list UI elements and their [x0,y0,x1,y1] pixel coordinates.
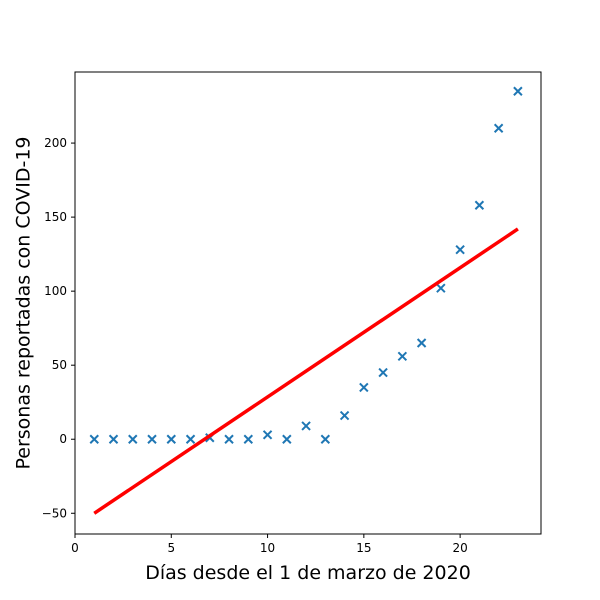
data-point [436,283,446,293]
y-tick-label: 200 [44,136,67,150]
x-tick-label: 20 [452,541,467,555]
data-point [493,123,504,133]
data-point [166,434,176,444]
data-point-stroke [436,283,446,293]
y-tick-label: 0 [59,432,67,446]
data-point-stroke [128,434,138,444]
data-point-stroke [108,434,119,444]
data-point [108,434,119,444]
data-point-stroke [339,410,350,421]
data-point [128,434,138,444]
data-point [262,430,273,440]
y-tick-label: 150 [44,210,67,224]
data-point [397,351,408,362]
x-tick-label: 15 [356,541,371,555]
data-point-stroke [359,382,369,393]
y-axis-title: Personas reportadas con COVID-19 [13,136,35,469]
data-point-stroke [474,200,485,210]
data-point [301,421,311,431]
x-tick-label: 5 [167,541,175,555]
plot-frame [74,71,542,535]
data-point-stroke [493,123,504,133]
data-layer [89,86,523,515]
data-point-stroke [301,421,311,431]
y-tick-label: −50 [42,506,67,520]
data-point-stroke [262,430,273,440]
data-point [455,244,465,255]
data-point-stroke [378,367,388,378]
axes-layer [74,71,542,535]
data-point-stroke [320,434,331,444]
data-point-stroke [416,338,427,348]
data-point [243,434,254,444]
data-point-stroke [166,434,176,444]
data-point [513,86,523,96]
data-point [378,367,388,378]
data-point [359,382,369,393]
data-point [147,434,157,444]
data-point-stroke [243,434,254,444]
data-point [339,410,350,421]
y-tick-label: 50 [52,358,67,372]
data-point [416,338,427,348]
x-tick-label: 10 [260,541,275,555]
data-point [224,434,234,444]
data-point-stroke [185,434,196,444]
tick-layer: 0 5 10 15 20 −50 0 50 100 150 200 [42,136,468,555]
data-point-stroke [455,244,465,255]
data-point [282,434,292,444]
x-axis-title: Días desde el 1 de marzo de 2020 [145,562,471,584]
data-point-stroke [513,86,523,96]
data-point-stroke [147,434,157,444]
data-point-stroke [89,434,99,444]
data-point-stroke [397,351,408,362]
data-point [89,434,99,444]
data-point [474,200,485,210]
data-point-stroke [224,434,234,444]
y-tick-label: 100 [44,284,67,298]
x-tick-label: 0 [71,541,79,555]
data-point [185,434,196,444]
trend-line [93,227,519,515]
data-point [320,434,331,444]
data-point-stroke [282,434,292,444]
